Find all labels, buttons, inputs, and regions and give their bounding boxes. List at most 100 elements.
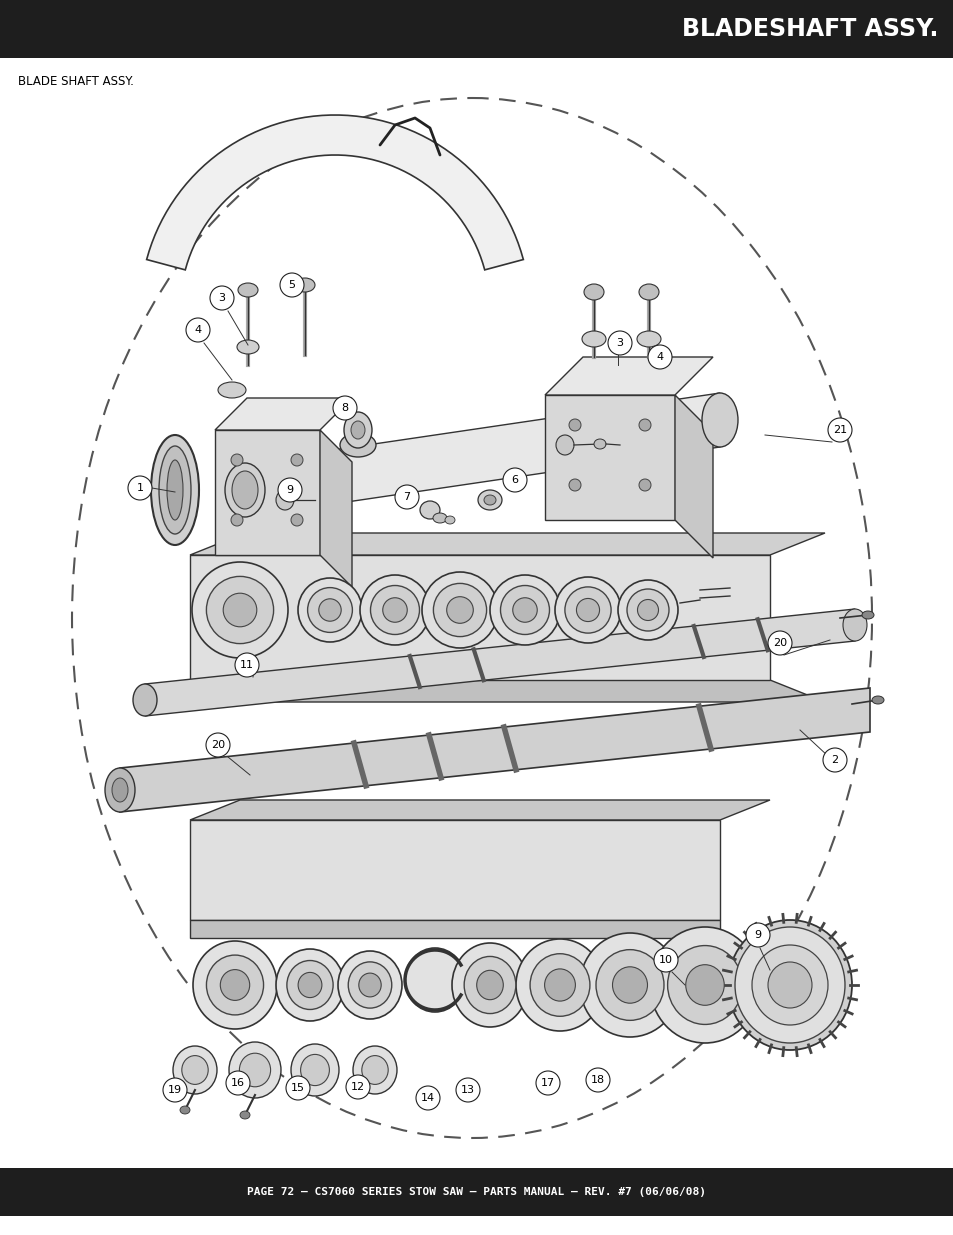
Ellipse shape xyxy=(229,1042,281,1098)
Ellipse shape xyxy=(353,1046,396,1094)
Ellipse shape xyxy=(291,1044,338,1095)
Ellipse shape xyxy=(421,572,497,648)
Text: 11: 11 xyxy=(240,659,253,671)
Circle shape xyxy=(827,417,851,442)
Ellipse shape xyxy=(583,284,603,300)
Ellipse shape xyxy=(568,479,580,492)
Text: 12: 12 xyxy=(351,1082,365,1092)
Circle shape xyxy=(416,1086,439,1110)
Ellipse shape xyxy=(232,471,257,509)
Circle shape xyxy=(395,485,418,509)
Ellipse shape xyxy=(159,446,191,534)
Bar xyxy=(214,430,319,555)
Ellipse shape xyxy=(639,419,650,431)
Circle shape xyxy=(536,1071,559,1095)
Ellipse shape xyxy=(132,684,157,716)
Ellipse shape xyxy=(862,611,873,619)
Circle shape xyxy=(280,273,304,296)
Text: 4: 4 xyxy=(194,325,201,335)
Ellipse shape xyxy=(512,598,537,622)
Ellipse shape xyxy=(192,562,288,658)
Circle shape xyxy=(333,396,356,420)
Ellipse shape xyxy=(568,419,580,431)
Circle shape xyxy=(234,653,258,677)
Polygon shape xyxy=(319,430,352,587)
Circle shape xyxy=(822,748,846,772)
Circle shape xyxy=(210,287,233,310)
Ellipse shape xyxy=(734,927,844,1044)
Ellipse shape xyxy=(220,969,250,1000)
Ellipse shape xyxy=(339,433,375,457)
Polygon shape xyxy=(675,395,712,558)
Ellipse shape xyxy=(464,956,516,1014)
Ellipse shape xyxy=(639,479,650,492)
Polygon shape xyxy=(190,920,720,939)
Ellipse shape xyxy=(218,382,246,398)
Ellipse shape xyxy=(223,593,256,627)
Polygon shape xyxy=(190,534,824,555)
Circle shape xyxy=(456,1078,479,1102)
Ellipse shape xyxy=(530,953,589,1016)
Ellipse shape xyxy=(842,609,866,641)
Ellipse shape xyxy=(236,340,258,354)
Ellipse shape xyxy=(516,939,603,1031)
Circle shape xyxy=(286,1076,310,1100)
Ellipse shape xyxy=(193,941,276,1029)
Bar xyxy=(190,820,720,920)
Ellipse shape xyxy=(291,454,303,466)
Circle shape xyxy=(647,345,671,369)
Ellipse shape xyxy=(751,945,827,1025)
Ellipse shape xyxy=(231,454,243,466)
Ellipse shape xyxy=(206,955,263,1015)
Text: 14: 14 xyxy=(420,1093,435,1103)
Bar xyxy=(190,555,769,680)
Ellipse shape xyxy=(361,1056,388,1084)
Ellipse shape xyxy=(206,577,274,643)
Ellipse shape xyxy=(433,583,486,636)
Ellipse shape xyxy=(626,589,668,631)
Polygon shape xyxy=(245,393,720,517)
Text: 17: 17 xyxy=(540,1078,555,1088)
Text: 18: 18 xyxy=(590,1074,604,1086)
Ellipse shape xyxy=(446,597,473,624)
Text: 19: 19 xyxy=(168,1086,182,1095)
Circle shape xyxy=(585,1068,609,1092)
Circle shape xyxy=(767,631,791,655)
Ellipse shape xyxy=(701,393,738,447)
Text: 9: 9 xyxy=(286,485,294,495)
Ellipse shape xyxy=(594,438,605,450)
Circle shape xyxy=(128,475,152,500)
Ellipse shape xyxy=(556,435,574,454)
Ellipse shape xyxy=(419,501,439,519)
Polygon shape xyxy=(147,115,523,270)
Ellipse shape xyxy=(240,1112,250,1119)
Circle shape xyxy=(277,478,302,501)
Ellipse shape xyxy=(337,951,401,1019)
Text: 21: 21 xyxy=(832,425,846,435)
Ellipse shape xyxy=(476,971,503,999)
Text: PAGE 72 — CS7060 SERIES STOW SAW — PARTS MANUAL — REV. #7 (06/06/08): PAGE 72 — CS7060 SERIES STOW SAW — PARTS… xyxy=(247,1187,706,1197)
Ellipse shape xyxy=(555,577,620,643)
Ellipse shape xyxy=(291,514,303,526)
Ellipse shape xyxy=(444,516,455,524)
Ellipse shape xyxy=(231,514,243,526)
Ellipse shape xyxy=(639,284,659,300)
Ellipse shape xyxy=(351,421,365,438)
Ellipse shape xyxy=(182,1056,208,1084)
Ellipse shape xyxy=(297,578,361,642)
Ellipse shape xyxy=(477,490,501,510)
Ellipse shape xyxy=(180,1107,190,1114)
Text: 13: 13 xyxy=(460,1086,475,1095)
Ellipse shape xyxy=(382,598,407,622)
Text: 20: 20 xyxy=(772,638,786,648)
Ellipse shape xyxy=(649,927,760,1044)
Polygon shape xyxy=(214,398,352,430)
Circle shape xyxy=(163,1078,187,1102)
Ellipse shape xyxy=(300,1055,329,1086)
Text: 1: 1 xyxy=(136,483,143,493)
Ellipse shape xyxy=(596,950,663,1020)
Text: 15: 15 xyxy=(291,1083,305,1093)
Circle shape xyxy=(186,317,210,342)
Text: 3: 3 xyxy=(218,293,225,303)
Polygon shape xyxy=(120,688,869,811)
